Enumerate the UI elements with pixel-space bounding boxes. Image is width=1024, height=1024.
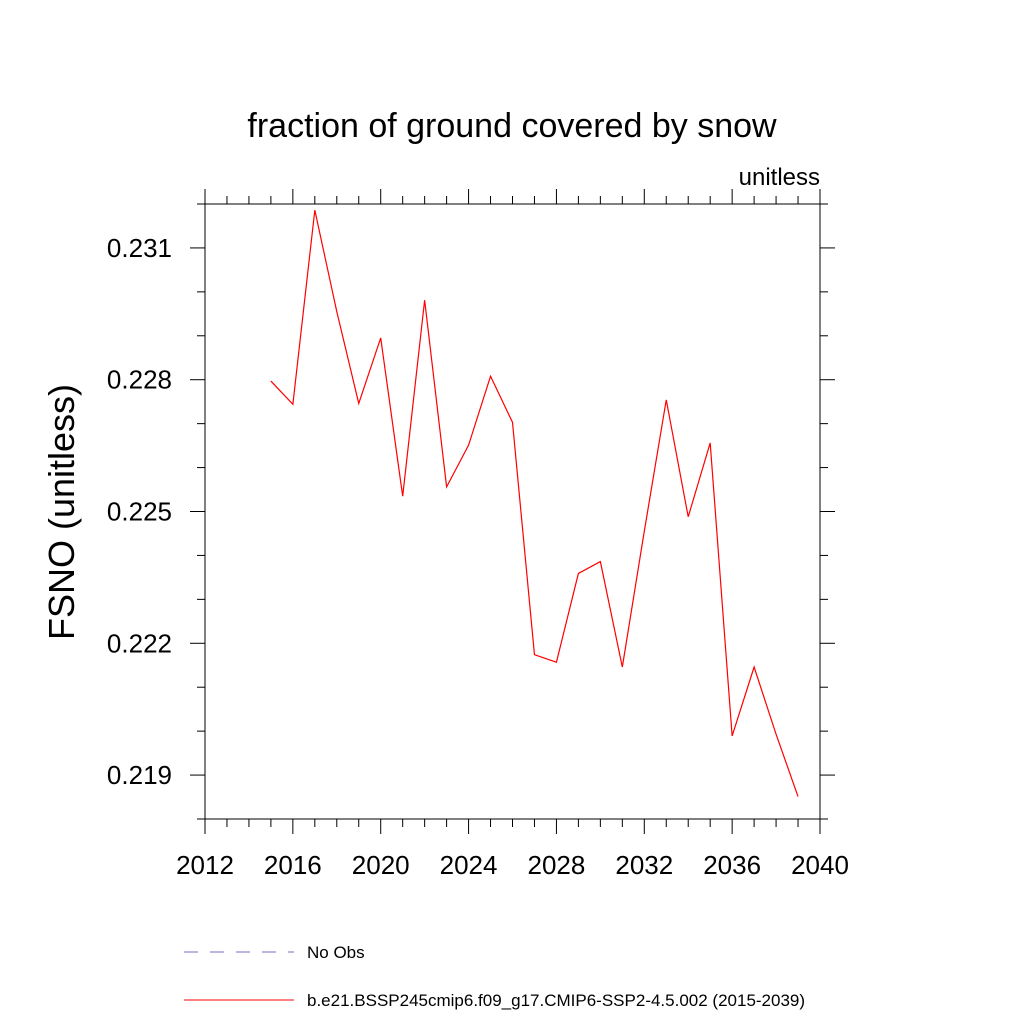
y-tick-label: 0.228 bbox=[107, 365, 172, 395]
x-tick-label: 2032 bbox=[615, 850, 673, 880]
y-tick-label: 0.219 bbox=[107, 760, 172, 790]
x-tick-label: 2028 bbox=[528, 850, 586, 880]
chart-title: fraction of ground covered by snow bbox=[247, 107, 777, 145]
legend: No Obs b.e21.BSSP245cmip6.f09_g17.CMIP6-S… bbox=[184, 943, 805, 1010]
x-tick-label: 2024 bbox=[440, 850, 498, 880]
units-label: unitless bbox=[739, 164, 820, 191]
x-tick-label: 2036 bbox=[703, 850, 761, 880]
plot-frame bbox=[204, 203, 821, 820]
y-axis-label: FSNO (unitless) bbox=[41, 384, 82, 640]
y-tick-label: 0.222 bbox=[107, 628, 172, 658]
y-tick-label: 0.231 bbox=[107, 233, 172, 263]
plot-area: 2012 2016 2020 2024 2028 2032 2036 2040 0.219 0.2… bbox=[107, 189, 849, 880]
x-tick-label: 2016 bbox=[264, 850, 322, 880]
legend-label-1: b.e21.BSSP245cmip6.f09_g17.CMIP6-SSP2-4.… bbox=[307, 991, 805, 1010]
legend-label-0: No Obs bbox=[307, 943, 365, 962]
series-line-0 bbox=[270, 210, 799, 797]
y-tick-label: 0.225 bbox=[107, 497, 172, 527]
x-tick-label: 2040 bbox=[791, 850, 849, 880]
x-tick-label: 2020 bbox=[352, 850, 410, 880]
x-tick-label: 2012 bbox=[176, 850, 234, 880]
